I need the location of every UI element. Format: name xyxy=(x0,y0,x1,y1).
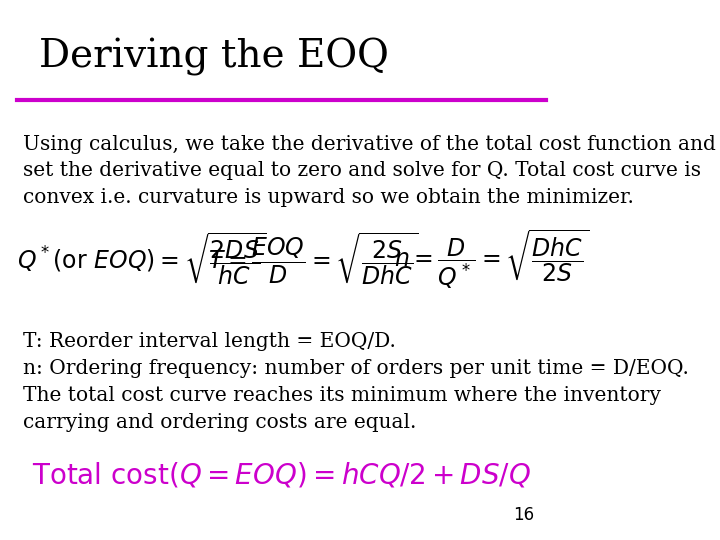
Text: The total cost curve reaches its minimum where the inventory
carrying and orderi: The total cost curve reaches its minimum… xyxy=(22,386,660,431)
Text: $n = \dfrac{D}{Q^*} = \sqrt{\dfrac{DhC}{2S}}$: $n = \dfrac{D}{Q^*} = \sqrt{\dfrac{DhC}{… xyxy=(394,227,589,291)
Text: 16: 16 xyxy=(513,506,535,524)
Text: $T = \dfrac{EOQ}{D} = \sqrt{\dfrac{2S}{DhC}}$: $T = \dfrac{EOQ}{D} = \sqrt{\dfrac{2S}{D… xyxy=(208,231,419,288)
Text: $\mathrm{Total\ cost}(Q = EOQ) = hCQ/2 + DS/Q$: $\mathrm{Total\ cost}(Q = EOQ) = hCQ/2 +… xyxy=(32,461,531,490)
Text: Using calculus, we take the derivative of the total cost function and
set the de: Using calculus, we take the derivative o… xyxy=(22,135,716,207)
Text: T: Reorder interval length = EOQ/D.: T: Reorder interval length = EOQ/D. xyxy=(22,332,395,351)
Text: $Q^*(\mathrm{or}\ EOQ) = \sqrt{\dfrac{2DS}{hC}}$: $Q^*(\mathrm{or}\ EOQ) = \sqrt{\dfrac{2D… xyxy=(17,231,266,288)
Text: Deriving the EOQ: Deriving the EOQ xyxy=(40,38,390,76)
Text: n: Ordering frequency: number of orders per unit time = D/EOQ.: n: Ordering frequency: number of orders … xyxy=(22,359,688,378)
